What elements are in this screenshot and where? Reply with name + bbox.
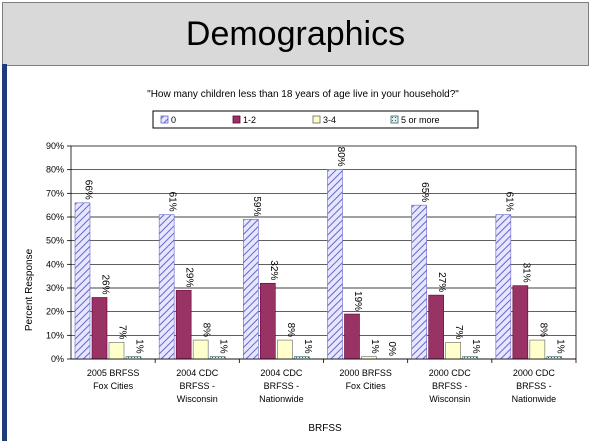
x-tick-label: Nationwide xyxy=(512,394,557,404)
x-tick-label: BRFSS - xyxy=(432,381,468,391)
x-tick-label: 2000 BRFSS xyxy=(339,368,392,378)
data-label: 66% xyxy=(83,180,94,200)
legend-swatch xyxy=(160,115,169,124)
x-tick-label: 2000 CDC xyxy=(429,368,472,378)
data-label: 80% xyxy=(335,147,346,167)
bar-chart: "How many children less than 18 years of… xyxy=(24,89,577,434)
y-tick-label: 40% xyxy=(46,259,64,269)
bar xyxy=(91,297,108,360)
y-tick-label: 30% xyxy=(46,283,64,293)
data-label: 32% xyxy=(268,260,279,280)
data-label: 7% xyxy=(117,325,128,340)
x-tick-label: BRFSS - xyxy=(516,381,552,391)
title-bar: Demographics xyxy=(2,2,589,66)
data-label: 19% xyxy=(352,291,363,311)
x-tick-label: Nationwide xyxy=(259,394,304,404)
bar xyxy=(428,294,444,360)
bar xyxy=(344,313,360,360)
x-tick-label: BRFSS - xyxy=(264,381,300,391)
chart-title: "How many children less than 18 years of… xyxy=(147,89,459,100)
data-label: 8% xyxy=(537,323,548,338)
bar xyxy=(158,214,175,360)
y-tick-label: 90% xyxy=(46,141,64,151)
bar xyxy=(108,342,125,360)
y-axis-title: Percent Response xyxy=(24,248,35,331)
data-label: 1% xyxy=(134,339,145,354)
x-tick-label: Wisconsin xyxy=(177,394,218,404)
chart-legend: 0 1-2 3-4 5 or more xyxy=(152,110,479,129)
y-tick-label: 80% xyxy=(46,165,64,175)
data-label: 1% xyxy=(554,339,565,354)
y-tick-label: 0% xyxy=(51,354,64,364)
data-label: 1% xyxy=(302,339,313,354)
x-tick-label: Wisconsin xyxy=(429,394,470,404)
y-tick-label: 60% xyxy=(46,212,64,222)
bar xyxy=(495,214,512,360)
bar xyxy=(445,342,461,360)
data-label: 26% xyxy=(100,274,111,294)
chart-axes: 0% 10% 20% 30% 40% 50% 60% 70% 80% 90% 2005 BRFSS F… xyxy=(46,141,577,404)
legend-swatch xyxy=(390,115,399,124)
bar xyxy=(175,290,192,360)
data-label: 1% xyxy=(369,339,380,354)
data-label: 8% xyxy=(201,323,212,338)
data-label: 59% xyxy=(251,196,262,216)
bar xyxy=(260,282,276,360)
y-tick-label: 20% xyxy=(46,307,64,317)
data-label: 1% xyxy=(218,339,229,354)
data-label: 61% xyxy=(503,192,514,212)
legend-label: 3-4 xyxy=(323,115,336,125)
data-label: 1% xyxy=(470,339,481,354)
chart-gridlines xyxy=(71,145,576,360)
data-label: 29% xyxy=(184,267,195,287)
data-label: 7% xyxy=(453,325,464,340)
x-tick-label: BRFSS - xyxy=(179,381,215,391)
x-axis-title: BRFSS xyxy=(308,423,342,434)
bar xyxy=(512,285,529,360)
data-label: 27% xyxy=(436,272,447,292)
bar xyxy=(74,202,91,360)
chart-area: "How many children less than 18 years of… xyxy=(8,66,584,440)
legend-label: 1-2 xyxy=(243,115,256,125)
data-label: 8% xyxy=(285,323,296,338)
bar xyxy=(529,339,546,360)
bar xyxy=(411,204,427,360)
data-label: 65% xyxy=(419,182,430,202)
data-label: 61% xyxy=(167,192,178,212)
x-tick-label: 2004 CDC xyxy=(176,368,219,378)
slide-title: Demographics xyxy=(185,15,406,53)
x-tick-label: Fox Cities xyxy=(93,381,134,391)
data-label: 31% xyxy=(520,263,531,283)
x-tick-label: 2005 BRFSS xyxy=(87,368,140,378)
x-tick-label: Fox Cities xyxy=(346,381,387,391)
bar xyxy=(192,339,209,360)
y-tick-label: 50% xyxy=(46,236,64,246)
x-tick-label: 2000 CDC xyxy=(513,368,556,378)
frame-accent-bar xyxy=(2,64,7,441)
chart-bars: 66% 26% 7% 1% 61% 29% 8% 1% 59% 32% 8% 1% 80% 19% 1% 0%… xyxy=(74,147,565,360)
legend-swatch xyxy=(232,115,241,124)
legend-label: 5 or more xyxy=(401,115,440,125)
legend-label: 0 xyxy=(171,115,176,125)
legend-swatch xyxy=(312,115,321,124)
x-tick-label: 2004 CDC xyxy=(260,368,303,378)
data-label: 0% xyxy=(386,342,397,357)
y-tick-label: 10% xyxy=(46,330,64,340)
y-tick-label: 70% xyxy=(46,188,64,198)
bar xyxy=(327,169,343,360)
bar xyxy=(277,339,293,360)
bar xyxy=(243,219,259,360)
